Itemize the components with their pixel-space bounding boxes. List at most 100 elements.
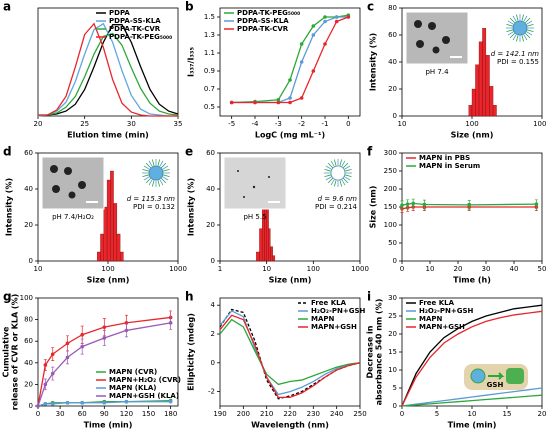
pdi-label: PDI = 0.214 — [315, 203, 358, 211]
data-point — [50, 402, 55, 406]
series-line — [38, 32, 179, 116]
illustration-chain — [342, 162, 349, 169]
y-tick-label: 20 — [24, 221, 33, 229]
legend-label: MAPN in PBS — [419, 154, 470, 162]
x-tick-label: 20 — [454, 265, 463, 273]
illustration-chain — [157, 159, 161, 167]
y-tick-label: 300 — [384, 149, 397, 157]
illustration-chain — [324, 168, 332, 172]
x-tick-label: 1000 — [351, 265, 369, 273]
x-tick-label: 35 — [174, 120, 183, 128]
data-point — [229, 100, 234, 105]
scale-bar — [268, 201, 280, 203]
data-point — [311, 24, 316, 28]
x-tick-label: 10 — [468, 410, 477, 418]
x-tick-label: 210 — [260, 410, 273, 418]
illustration-chain — [343, 165, 351, 170]
y-tick-label: 20 — [206, 221, 215, 229]
illustration-chain — [515, 14, 519, 22]
tem-particle — [78, 181, 86, 189]
x-axis-label: Time (h) — [453, 276, 491, 285]
y-tick-label: 0 — [393, 112, 397, 120]
legend-label: MAPN (KLA) — [109, 384, 157, 392]
histogram-bar — [119, 251, 124, 262]
y-tick-label: 80 — [388, 4, 397, 12]
data-point — [334, 19, 339, 24]
legend-label: MAPN+GSH — [419, 323, 465, 331]
data-point — [288, 96, 292, 100]
illustration-chain — [324, 174, 332, 178]
illustration-chain — [342, 177, 349, 184]
y-tick-label: 200 — [384, 185, 397, 193]
panel-letter: c — [367, 0, 374, 14]
panel-letter: b — [185, 0, 194, 14]
y-tick-label: 100 — [384, 221, 397, 229]
data-point — [124, 399, 129, 404]
histogram-bar — [259, 228, 263, 262]
x-tick-label: 180 — [164, 410, 177, 418]
data-point — [323, 15, 327, 19]
y-tick-label: 0.7 — [204, 85, 215, 93]
data-point — [80, 344, 85, 349]
x-tick-label: -5 — [228, 120, 235, 128]
x-tick-label: 30 — [127, 120, 136, 128]
y-tick-label: -2 — [208, 388, 215, 396]
legend-label: H₂O₂-PN+GSH — [311, 307, 365, 315]
illustration-chain — [143, 165, 151, 170]
x-tick-label: 1000 — [533, 120, 546, 128]
x-tick-label: 60 — [78, 410, 87, 418]
illustration-chain — [506, 23, 514, 27]
x-tick-label: 190 — [213, 410, 226, 418]
tem-particle — [416, 40, 424, 48]
y-tick-label: 100 — [20, 294, 33, 302]
histogram-bar — [268, 228, 271, 262]
x-axis-label: Time (min) — [84, 421, 133, 430]
illustration-core — [148, 165, 164, 181]
tem-particle — [243, 196, 245, 198]
data-point — [311, 33, 316, 37]
histogram-bar — [113, 203, 118, 262]
illustration-chain — [343, 176, 351, 181]
legend-label: PDPA — [109, 9, 130, 17]
data-point — [124, 328, 129, 333]
illustration-chain — [148, 160, 153, 168]
plot-frame — [37, 297, 179, 407]
x-axis-label: Size (nm) — [451, 131, 494, 140]
legend-label: PDPA-SS-KLA — [237, 17, 289, 25]
x-axis-label: Size (nm) — [269, 276, 312, 285]
x-tick-label: 5 — [435, 410, 439, 418]
y-tick-label: 30 — [388, 294, 397, 302]
y-axis-label: Intensity (%) — [369, 33, 378, 91]
data-point — [411, 201, 416, 206]
x-tick-label: -1 — [322, 120, 329, 128]
panel-letter: d — [3, 145, 12, 159]
illustration-chain — [507, 20, 515, 25]
illustration-chain — [142, 168, 150, 172]
data-point — [299, 60, 304, 64]
illustration-chain — [512, 15, 517, 23]
y-tick-label: 40 — [24, 359, 33, 367]
condition-label: pH 7.4/H₂O₂ — [52, 213, 94, 221]
y-tick-label: 0 — [29, 402, 33, 410]
illustration-chain — [523, 33, 528, 41]
illustration-chain — [325, 165, 333, 170]
illustration-chain — [521, 14, 525, 22]
illustration-chain — [512, 33, 517, 41]
illustration-chain — [525, 31, 533, 36]
x-axis-label: Time (min) — [448, 421, 497, 430]
legend-label: MAPN+H₂O₂ (CVR) — [109, 376, 181, 384]
x-tick-label: 30 — [482, 265, 491, 273]
y-tick-label: 50 — [388, 239, 397, 247]
plot-frame — [37, 7, 179, 117]
tem-particle — [432, 46, 440, 54]
data-point — [80, 332, 85, 337]
illustration-chain — [325, 176, 333, 181]
x-tick-label: 25 — [80, 120, 89, 128]
y-tick-label: 4 — [211, 301, 216, 309]
x-tick-label: 10 — [426, 265, 435, 273]
data-point — [43, 363, 48, 367]
panel-letter: g — [3, 290, 12, 304]
illustration-chain — [162, 174, 170, 178]
y-axis-label: Decrease in — [366, 325, 375, 378]
